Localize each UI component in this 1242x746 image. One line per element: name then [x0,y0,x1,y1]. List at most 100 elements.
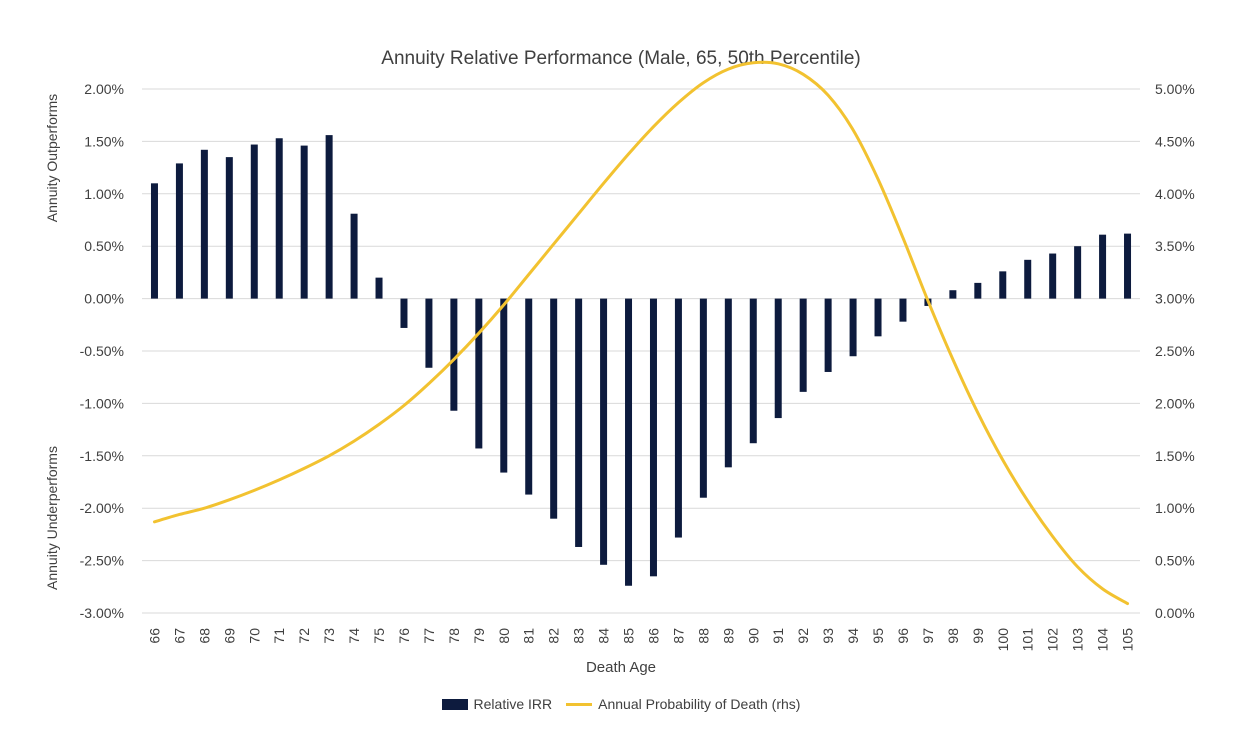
bar-78 [450,298,458,411]
line-series [152,60,1130,606]
bar-96 [899,298,907,322]
x-tick-label: 103 [1070,628,1086,652]
x-tick-label: 86 [645,628,661,644]
x-tick-label: 77 [421,628,437,644]
legend-item-probability-of-death: Annual Probability of Death (rhs) [566,696,800,712]
y2-tick-label: 3.00% [1155,291,1195,307]
x-tick-label: 92 [795,628,811,644]
bar-77 [425,298,433,368]
y2-tick-label: 5.00% [1155,81,1195,97]
x-tick-label: 105 [1120,628,1136,652]
bar-85 [625,298,633,586]
left-axis-ticks: 2.00% 1.50% 1.00% 0.50% 0.00% -0.50% -1.00% -1.… [80,81,124,621]
x-tick-label: 95 [870,628,886,644]
bar-80 [500,298,508,473]
x-tick-label: 75 [371,628,387,644]
y2-tick-label: 1.50% [1155,448,1195,464]
bar-75 [375,277,383,299]
x-tick-label: 102 [1045,628,1061,652]
x-tick-label: 100 [995,628,1011,652]
bar-99 [974,282,982,299]
bar-89 [724,298,732,468]
x-tick-label: 80 [496,628,512,644]
bar-74 [350,213,358,299]
x-tick-label: 72 [296,628,312,644]
x-tick-label: 81 [521,628,537,644]
bar-81 [525,298,533,495]
bar-68 [200,149,208,299]
x-tick-label: 68 [196,628,212,644]
y2-tick-label: 0.50% [1155,553,1195,569]
x-tick-label: 74 [346,628,362,644]
bar-66 [150,183,158,299]
x-tick-label: 93 [820,628,836,644]
legend: Relative IRR Annual Probability of Death… [0,696,1242,712]
y2-tick-label: 3.50% [1155,238,1195,254]
y-tick-label: -2.50% [80,553,124,569]
legend-label-probability-of-death: Annual Probability of Death (rhs) [598,696,801,712]
x-axis-ticks: 66 67 68 69 70 71 72 73 74 75 76 77 78 79 80 81 82 83 84 85… [146,628,1135,652]
x-tick-label: 73 [321,628,337,644]
bar-69 [225,157,233,299]
bar-100 [999,271,1007,299]
y-tick-label: -1.00% [80,395,124,411]
x-tick-label: 70 [246,628,262,644]
y-tick-label: 2.00% [84,81,124,97]
bar-101 [1024,259,1032,299]
bar-105 [1124,233,1132,299]
y2-tick-label: 1.00% [1155,500,1195,516]
bar-73 [325,135,333,299]
x-tick-label: 76 [396,628,412,644]
bar-79 [475,298,483,449]
bar-93 [824,298,832,372]
bar-70 [250,144,258,299]
x-tick-label: 85 [621,628,637,644]
x-tick-label: 96 [895,628,911,644]
y-tick-label: -1.50% [80,448,124,464]
x-tick-label: 91 [770,628,786,644]
y-tick-label: -3.00% [80,605,124,621]
y2-tick-label: 4.00% [1155,186,1195,202]
bar-swatch-icon [441,698,468,710]
bar-88 [699,298,707,498]
y-tick-label: -2.00% [80,500,124,516]
bar-67 [175,163,183,299]
bar-94 [849,298,857,357]
bar-104 [1099,234,1107,299]
x-tick-label: 104 [1095,628,1111,652]
x-tick-label: 101 [1020,628,1036,652]
x-tick-label: 99 [970,628,986,644]
right-axis-ticks: 5.00% 4.50% 4.00% 3.50% 3.00% 2.50% 2.00% 1.50%… [1155,81,1195,621]
bar-84 [600,298,608,565]
bar-102 [1049,253,1057,299]
x-tick-label: 87 [670,628,686,644]
y2-tick-label: 2.50% [1155,343,1195,359]
y-tick-label: 0.00% [84,291,124,307]
bar-71 [275,138,283,299]
gridlines [142,88,1140,614]
x-axis-label: Death Age [585,659,657,676]
bar-82 [550,298,558,519]
x-tick-label: 67 [171,628,187,644]
bar-series [150,135,1132,586]
y2-tick-label: 4.50% [1155,133,1195,149]
x-tick-label: 89 [720,628,736,644]
x-tick-label: 90 [745,628,761,644]
line-swatch-icon [566,702,593,706]
legend-item-relative-irr: Relative IRR [441,696,553,712]
legend-label-relative-irr: Relative IRR [473,696,553,712]
bar-95 [874,298,882,337]
y-axis-label-top: Annuity Outperforms [44,93,60,223]
x-tick-label: 79 [471,628,487,644]
y2-tick-label: 2.00% [1155,395,1195,411]
y-tick-label: -0.50% [80,343,124,359]
x-tick-label: 83 [571,628,587,644]
x-tick-label: 71 [271,628,287,644]
y2-tick-label: 0.00% [1155,605,1195,621]
x-tick-label: 69 [221,628,237,644]
x-tick-label: 98 [945,628,961,644]
probability-of-death-line [152,60,1130,606]
bar-76 [400,298,408,328]
x-tick-label: 88 [695,628,711,644]
